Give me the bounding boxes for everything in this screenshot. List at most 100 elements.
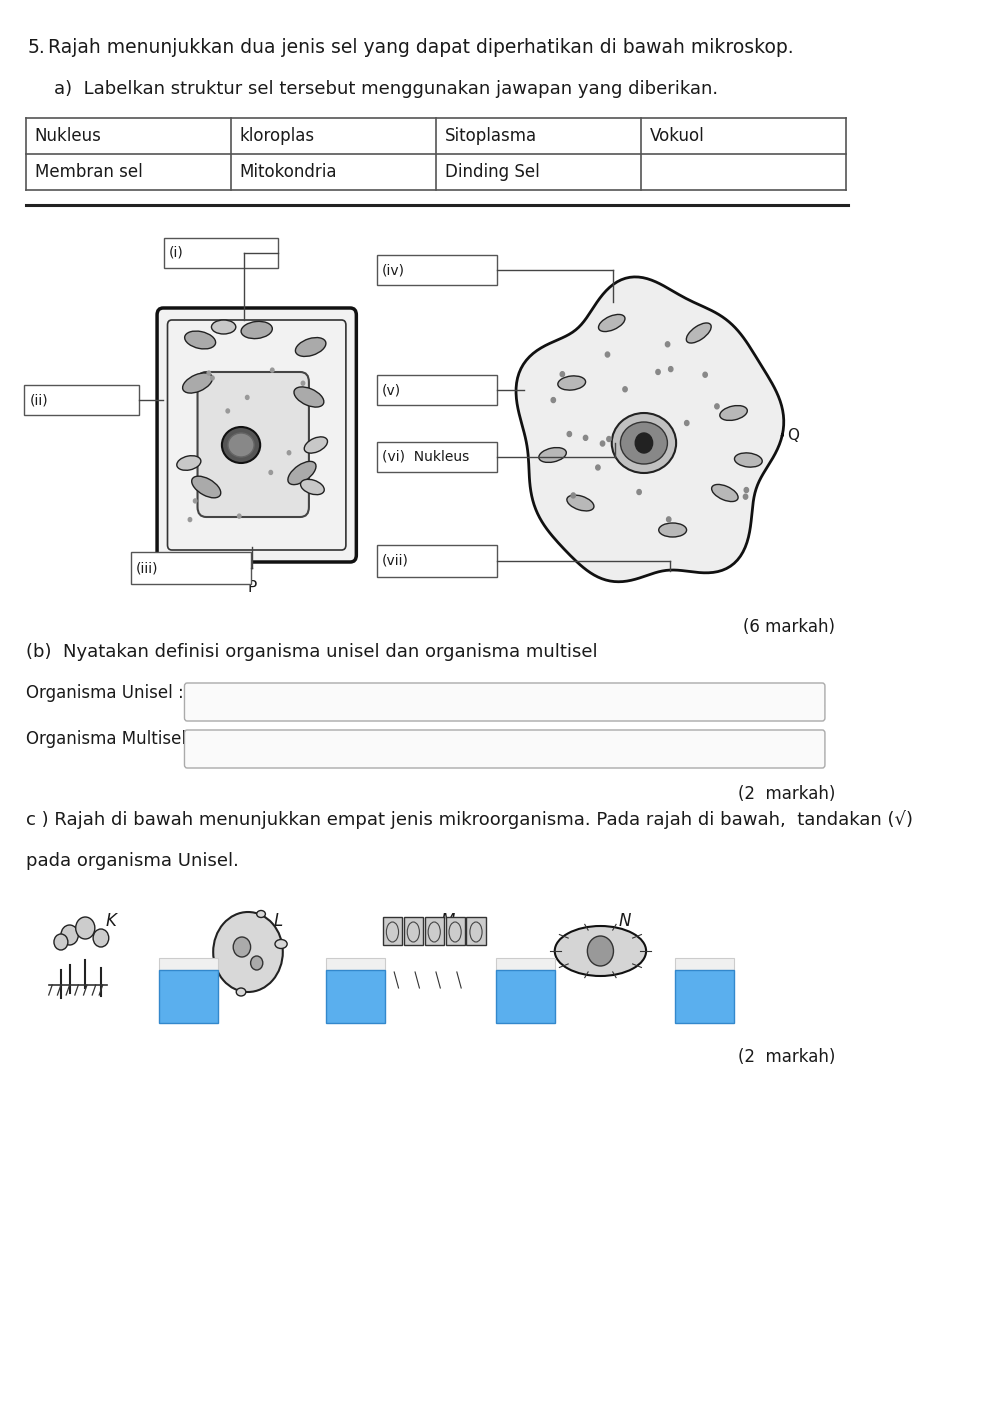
Ellipse shape: [566, 495, 594, 510]
Circle shape: [596, 465, 601, 470]
Text: a)  Labelkan struktur sel tersebut menggunakan jawapan yang diberikan.: a) Labelkan struktur sel tersebut menggu…: [54, 80, 718, 98]
FancyBboxPatch shape: [184, 730, 825, 768]
Circle shape: [567, 432, 571, 436]
Text: Organisma Unisel :: Organisma Unisel :: [26, 683, 184, 702]
Circle shape: [188, 517, 192, 522]
Text: N: N: [619, 912, 631, 929]
Text: Organisma Multisel: Organisma Multisel: [26, 730, 186, 748]
Text: Nukleus: Nukleus: [35, 127, 102, 145]
Circle shape: [623, 387, 627, 392]
Ellipse shape: [720, 405, 747, 420]
Ellipse shape: [558, 375, 585, 389]
Ellipse shape: [599, 315, 625, 332]
Bar: [675, 970, 734, 1024]
Text: M: M: [441, 912, 456, 929]
Text: v: v: [818, 749, 825, 762]
Circle shape: [607, 436, 611, 441]
Ellipse shape: [686, 323, 711, 343]
Circle shape: [301, 381, 305, 385]
Circle shape: [560, 371, 564, 377]
FancyBboxPatch shape: [157, 308, 356, 562]
Circle shape: [665, 342, 670, 347]
Circle shape: [288, 451, 291, 454]
Text: (iv): (iv): [382, 263, 405, 277]
Circle shape: [606, 352, 610, 357]
Ellipse shape: [257, 911, 266, 918]
Polygon shape: [516, 277, 784, 582]
Bar: [446, 917, 465, 945]
Text: (i): (i): [169, 246, 183, 260]
Text: (ii): (ii): [29, 394, 48, 406]
Circle shape: [233, 936, 250, 957]
Bar: [496, 957, 555, 970]
Text: (v): (v): [382, 382, 401, 396]
Ellipse shape: [734, 453, 763, 467]
Text: Mitokondria: Mitokondria: [239, 163, 337, 181]
Circle shape: [656, 370, 660, 374]
Circle shape: [667, 517, 671, 522]
Text: c ) Rajah di bawah menunjukkan empat jenis mikroorganisma. Pada rajah di bawah, : c ) Rajah di bawah menunjukkan empat jen…: [26, 810, 913, 830]
Ellipse shape: [301, 479, 324, 495]
Ellipse shape: [209, 966, 217, 973]
Circle shape: [571, 494, 575, 498]
Ellipse shape: [612, 413, 676, 472]
Text: Vokuol: Vokuol: [650, 127, 704, 145]
Circle shape: [75, 917, 95, 939]
Text: Q: Q: [788, 427, 800, 443]
Circle shape: [207, 371, 210, 375]
Bar: [326, 970, 385, 1024]
Circle shape: [250, 956, 263, 970]
Text: (6 markah): (6 markah): [743, 619, 835, 636]
Ellipse shape: [711, 485, 738, 502]
Bar: [131, 553, 250, 583]
Bar: [425, 917, 444, 945]
Circle shape: [685, 420, 689, 426]
Ellipse shape: [183, 373, 212, 394]
Circle shape: [744, 488, 748, 492]
Text: Sitoplasma: Sitoplasma: [445, 127, 537, 145]
Bar: [377, 441, 497, 472]
Text: Rajah menunjukkan dua jenis sel yang dapat diperhatikan di bawah mikroskop.: Rajah menunjukkan dua jenis sel yang dap…: [48, 38, 794, 58]
Circle shape: [583, 436, 588, 440]
Text: v: v: [818, 702, 825, 716]
Circle shape: [635, 433, 653, 453]
Ellipse shape: [275, 939, 287, 949]
Bar: [675, 957, 734, 970]
Circle shape: [588, 936, 614, 966]
Text: (2  markah): (2 markah): [738, 1047, 835, 1066]
Bar: [326, 957, 385, 970]
Circle shape: [210, 375, 214, 380]
Circle shape: [245, 395, 248, 399]
Circle shape: [271, 368, 274, 373]
Circle shape: [637, 489, 641, 495]
Circle shape: [703, 373, 707, 377]
Text: Dinding Sel: Dinding Sel: [445, 163, 539, 181]
Text: pada organisma Unisel.: pada organisma Unisel.: [26, 852, 239, 870]
Text: (b)  Nyatakan definisi organisma unisel dan organisma multisel: (b) Nyatakan definisi organisma unisel d…: [26, 643, 598, 661]
Bar: [159, 970, 218, 1024]
Circle shape: [227, 437, 231, 441]
Bar: [377, 375, 497, 405]
Bar: [403, 917, 423, 945]
Ellipse shape: [539, 447, 566, 463]
Text: (vii): (vii): [382, 554, 408, 568]
Text: (vi)  Nukleus: (vi) Nukleus: [382, 450, 469, 464]
Text: P: P: [247, 581, 257, 595]
Ellipse shape: [177, 456, 201, 471]
Circle shape: [669, 367, 673, 371]
Circle shape: [54, 934, 67, 950]
Circle shape: [226, 409, 229, 413]
Bar: [496, 970, 555, 1024]
Text: L: L: [274, 912, 283, 929]
Bar: [164, 238, 279, 269]
Circle shape: [94, 929, 109, 948]
Circle shape: [193, 499, 197, 503]
Ellipse shape: [236, 988, 245, 995]
Ellipse shape: [288, 461, 316, 485]
Text: 5.: 5.: [28, 38, 45, 58]
Text: (2  markah): (2 markah): [738, 785, 835, 803]
Ellipse shape: [304, 437, 328, 453]
Circle shape: [714, 404, 719, 409]
Ellipse shape: [222, 427, 261, 463]
Circle shape: [237, 515, 241, 519]
